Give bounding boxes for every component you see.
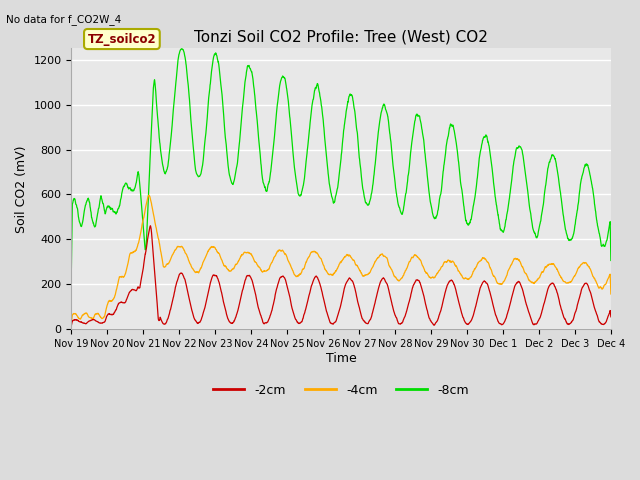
Legend: -2cm, -4cm, -8cm: -2cm, -4cm, -8cm [208,379,474,402]
Text: No data for f_CO2W_4: No data for f_CO2W_4 [6,14,122,25]
Y-axis label: Soil CO2 (mV): Soil CO2 (mV) [15,145,28,233]
Title: Tonzi Soil CO2 Profile: Tree (West) CO2: Tonzi Soil CO2 Profile: Tree (West) CO2 [194,29,488,44]
Text: TZ_soilco2: TZ_soilco2 [88,33,156,46]
X-axis label: Time: Time [326,352,356,365]
